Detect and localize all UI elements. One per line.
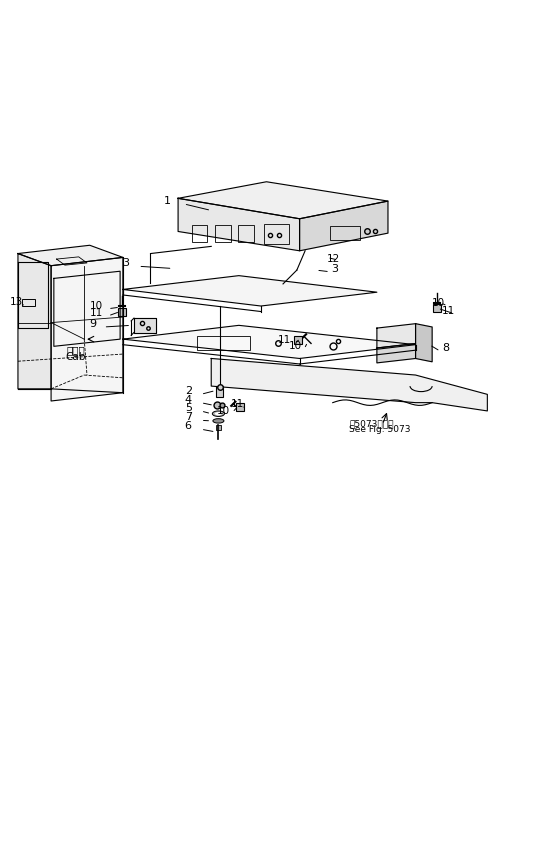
- Text: 11: 11: [230, 398, 244, 409]
- Bar: [192, 226, 208, 242]
- Polygon shape: [300, 201, 388, 251]
- Text: 10: 10: [217, 405, 230, 416]
- Text: 11: 11: [442, 306, 455, 315]
- Bar: [216, 425, 221, 430]
- Ellipse shape: [215, 412, 222, 416]
- Polygon shape: [377, 344, 416, 363]
- Text: 10: 10: [289, 341, 302, 351]
- Text: キャブ: キャブ: [67, 345, 85, 355]
- Bar: [198, 336, 250, 351]
- Text: 13: 13: [9, 297, 23, 307]
- Text: See Fig. 5073: See Fig. 5073: [349, 425, 411, 434]
- Bar: [22, 299, 34, 306]
- Text: 3: 3: [332, 264, 339, 274]
- Polygon shape: [416, 324, 432, 362]
- Text: 6: 6: [185, 422, 191, 431]
- Text: 11: 11: [90, 308, 103, 318]
- Bar: [330, 226, 360, 239]
- Polygon shape: [18, 254, 51, 389]
- Text: Cab: Cab: [65, 352, 86, 363]
- Bar: [215, 226, 230, 242]
- Polygon shape: [123, 275, 377, 306]
- Text: 10: 10: [90, 301, 103, 310]
- Text: 1: 1: [164, 196, 171, 206]
- Text: 9: 9: [90, 319, 97, 329]
- Text: 2: 2: [185, 386, 192, 397]
- Text: 8: 8: [442, 344, 449, 353]
- Ellipse shape: [213, 411, 224, 416]
- Text: 7: 7: [185, 412, 192, 422]
- Ellipse shape: [213, 419, 224, 423]
- Polygon shape: [134, 318, 156, 333]
- Text: 5: 5: [185, 403, 191, 413]
- Text: 4: 4: [185, 395, 192, 404]
- Polygon shape: [377, 324, 416, 348]
- Bar: [216, 386, 223, 397]
- Text: 11: 11: [278, 335, 291, 345]
- Polygon shape: [178, 198, 300, 251]
- Bar: [238, 226, 254, 242]
- Polygon shape: [18, 245, 123, 266]
- Polygon shape: [211, 358, 487, 411]
- Text: 10: 10: [432, 298, 445, 308]
- Text: 第5073图参照: 第5073图参照: [349, 420, 394, 428]
- Text: 12: 12: [327, 254, 340, 264]
- Bar: [264, 224, 289, 244]
- Polygon shape: [51, 257, 123, 401]
- Polygon shape: [123, 326, 416, 358]
- Polygon shape: [178, 182, 388, 219]
- Text: 3: 3: [122, 258, 129, 268]
